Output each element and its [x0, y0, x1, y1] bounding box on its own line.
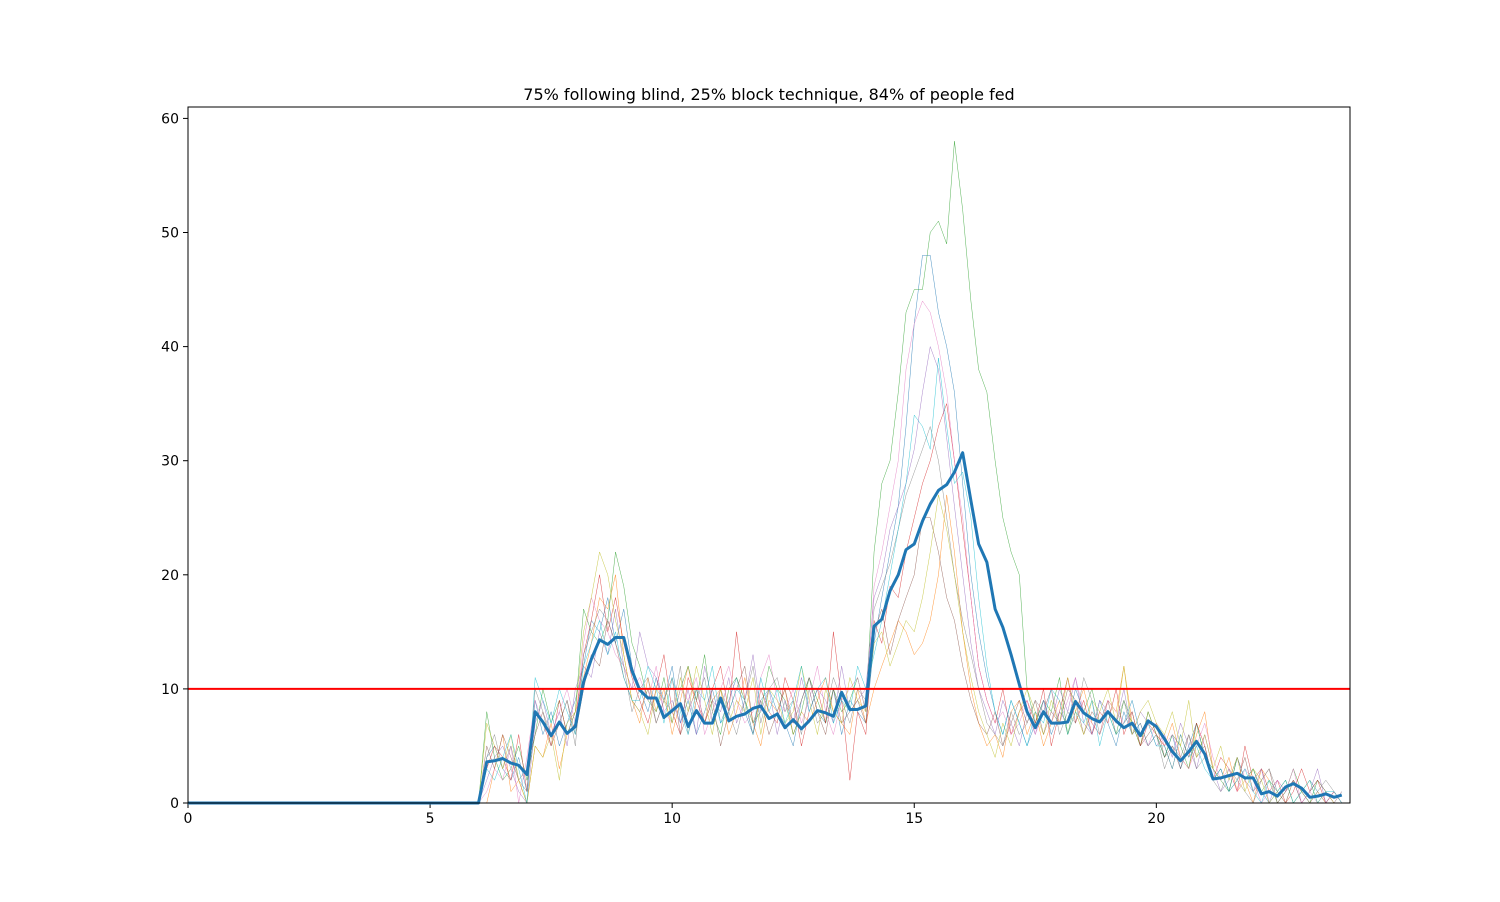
- axes-frame: [187, 106, 1351, 804]
- x-tick-label: 15: [905, 811, 923, 827]
- y-tick-label: 50: [161, 226, 179, 242]
- y-tick-label: 0: [170, 796, 179, 812]
- x-tick-label: 20: [1147, 811, 1165, 827]
- chart-title: 75% following blind, 25% block technique…: [523, 85, 1014, 104]
- y-tick-label: 40: [161, 340, 179, 356]
- x-tick-label: 10: [663, 811, 681, 827]
- x-tick-label: 0: [184, 811, 193, 827]
- y-tick-label: 10: [161, 682, 179, 698]
- x-tick-label: 5: [426, 811, 435, 827]
- y-tick-label: 60: [161, 111, 179, 127]
- y-tick-label: 20: [161, 568, 179, 584]
- y-tick-label: 30: [161, 454, 179, 470]
